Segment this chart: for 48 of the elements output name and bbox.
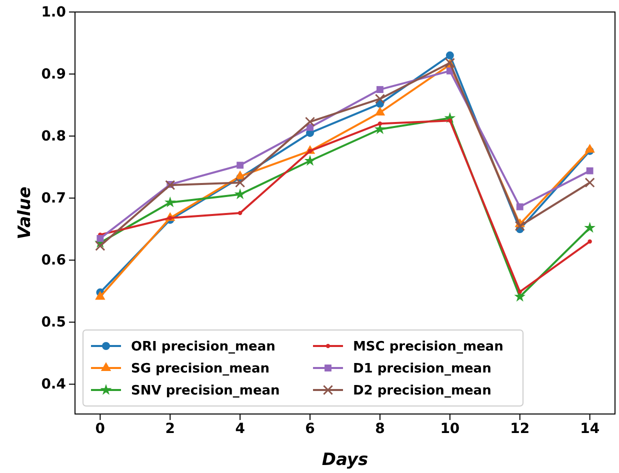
point [378,122,382,126]
x-tick-label: 6 [305,420,315,437]
point [588,239,592,244]
legend-label: D1 precision_mean [353,362,492,377]
point [514,220,525,232]
point [584,178,595,188]
legend-label: ORI precision_mean [131,340,276,355]
point [95,240,106,251]
point [586,167,594,174]
point [518,290,522,294]
legend-label: MSC precision_mean [353,340,504,355]
point [236,162,244,169]
point [584,222,596,233]
point [234,188,246,200]
point [238,210,242,216]
legend-label: SG precision_mean [131,362,270,377]
x-axis-title: Days [322,450,368,470]
point [446,51,454,60]
y-tick-label: 0.5 [41,314,66,331]
point [164,196,176,208]
y-axis-title: Value [15,186,35,240]
point [516,203,524,210]
point [304,116,316,127]
x-tick-label: 10 [440,420,460,437]
legend-label: SNV precision_mean [131,384,280,399]
point [374,106,386,116]
y-tick-label: 0.9 [41,66,66,83]
y-tick-label: 0.7 [41,190,66,207]
point [448,118,452,123]
x-tick-label: 4 [235,420,246,437]
y-tick-label: 1.0 [41,4,66,20]
y-tick-label: 0.8 [41,128,66,145]
point [95,290,106,300]
point [304,154,316,166]
x-tick-label: 12 [510,420,530,437]
point [374,94,386,104]
point [165,180,176,190]
x-tick-label: 0 [95,420,106,437]
y-tick-label: 0.4 [41,376,66,393]
x-tick-label: 2 [165,420,176,437]
x-tick-label: 14 [580,420,600,437]
point [235,178,246,188]
point [584,144,595,153]
point [96,234,104,242]
y-tick-label: 0.6 [41,252,66,269]
point [376,86,384,94]
legend-label: D2 precision_mean [353,384,492,399]
x-tick-label: 8 [375,420,385,437]
